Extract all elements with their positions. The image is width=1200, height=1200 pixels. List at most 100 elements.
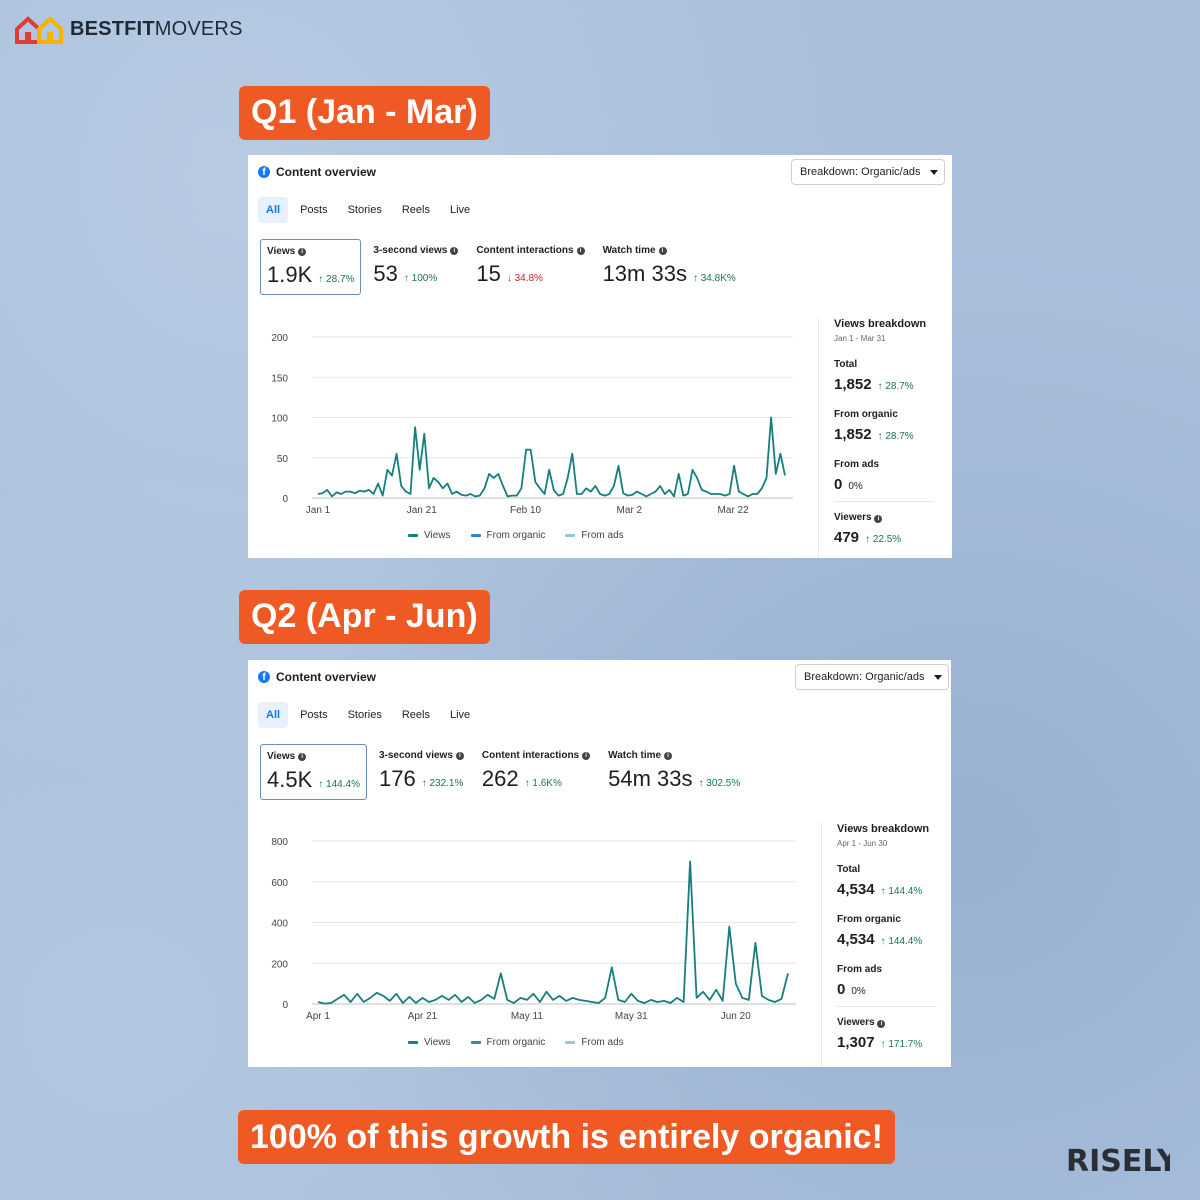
x-tick-label: Jan 1 bbox=[306, 505, 331, 516]
panel-header: f Content overview bbox=[258, 165, 376, 179]
tab-stories[interactable]: Stories bbox=[347, 204, 382, 216]
views-breakdown-sidebar: Views breakdown Apr 1 - Jun 30 Total 4,5… bbox=[821, 823, 951, 1067]
content-overview-panel-q2: f Content overview Breakdown: Organic/ad… bbox=[248, 660, 951, 1067]
metric-card-3-second-views[interactable]: 3-second views i 53 ↑ 100% bbox=[367, 239, 464, 295]
y-tick-label: 200 bbox=[271, 959, 288, 970]
tab-all[interactable]: All bbox=[258, 702, 289, 728]
y-tick-label: 100 bbox=[271, 414, 288, 425]
tab-reels[interactable]: Reels bbox=[401, 204, 430, 216]
legend-item-views[interactable]: Views bbox=[408, 530, 451, 541]
tab-posts[interactable]: Posts bbox=[300, 204, 328, 216]
breakdown-range: Apr 1 - Jun 30 bbox=[837, 839, 888, 848]
caret-down-icon bbox=[934, 674, 943, 680]
brand-logo: BESTFITMOVERS bbox=[14, 12, 243, 46]
content-tabs: All Posts Stories Reels Live bbox=[258, 197, 478, 223]
metric-value: 262 bbox=[481, 766, 519, 791]
house-logo-icon bbox=[15, 16, 63, 44]
chart-legend: Views From organic From ads bbox=[408, 530, 624, 541]
info-icon[interactable]: i bbox=[455, 751, 464, 760]
tab-reels[interactable]: Reels bbox=[401, 709, 430, 721]
breakdown-dropdown[interactable]: Breakdown: Organic/ads bbox=[791, 159, 945, 185]
metric-card-content-interactions[interactable]: Content interactions i 15 ↓ 34.8% bbox=[470, 239, 590, 295]
info-icon[interactable]: i bbox=[582, 751, 591, 760]
legend-swatch bbox=[565, 534, 576, 537]
metric-label: 3-second views bbox=[378, 750, 453, 761]
panel-title: Content overview bbox=[276, 165, 377, 179]
metric-value: 15 bbox=[476, 261, 501, 286]
legend-item-from-organic[interactable]: From organic bbox=[470, 1037, 545, 1048]
metric-delta: ↑ 232.1% bbox=[421, 778, 464, 789]
metric-delta: ↑ 28.7% bbox=[318, 274, 355, 285]
breakdown-range: Jan 1 - Mar 31 bbox=[834, 334, 886, 343]
metric-label: Content interactions bbox=[481, 750, 580, 761]
metric-value: 13m 33s bbox=[602, 261, 687, 286]
y-tick-label: 200 bbox=[271, 333, 288, 344]
info-icon[interactable]: i bbox=[298, 752, 307, 761]
metric-label: Watch time bbox=[602, 245, 656, 256]
divider bbox=[834, 501, 934, 502]
panel-title: Content overview bbox=[276, 670, 377, 684]
facebook-icon: f bbox=[258, 166, 270, 178]
metric-delta: ↑ 302.5% bbox=[698, 778, 741, 789]
metric-card-watch-time[interactable]: Watch time i 13m 33s ↑ 34.8K% bbox=[597, 239, 742, 295]
viewers-value-row: 1,307 ↑ 171.7% bbox=[837, 1034, 923, 1051]
breakdown-label: Breakdown: Organic/ads bbox=[804, 671, 925, 683]
x-tick-label: Mar 2 bbox=[617, 505, 643, 516]
info-icon[interactable]: i bbox=[298, 247, 307, 256]
total-value-row: 4,534 ↑ 144.4% bbox=[837, 881, 923, 898]
legend-swatch bbox=[565, 1041, 576, 1044]
total-label: Total bbox=[834, 359, 858, 370]
tab-posts[interactable]: Posts bbox=[300, 709, 328, 721]
organic-value-row: 4,534 ↑ 144.4% bbox=[837, 931, 923, 948]
series-line-views bbox=[317, 860, 789, 1005]
metric-cards: Views i 4.5K ↑ 144.4% 3-second views i 176 ↑… bbox=[260, 744, 752, 800]
metric-value: 4.5K bbox=[267, 767, 313, 792]
legend-item-views[interactable]: Views bbox=[408, 1037, 451, 1048]
legend-swatch bbox=[408, 1041, 418, 1044]
info-icon[interactable]: i bbox=[450, 246, 459, 255]
tab-live[interactable]: Live bbox=[449, 709, 471, 721]
metric-delta: ↑ 1.6K% bbox=[524, 778, 562, 789]
info-icon[interactable]: i bbox=[658, 246, 667, 255]
risely-text: RISELY bbox=[1066, 1144, 1170, 1176]
y-tick-label: 50 bbox=[277, 454, 289, 465]
total-value-row: 1,852 ↑ 28.7% bbox=[834, 376, 914, 393]
facebook-icon: f bbox=[258, 671, 270, 683]
tab-live[interactable]: Live bbox=[449, 204, 471, 216]
tab-all[interactable]: All bbox=[258, 197, 289, 223]
organic-label: From organic bbox=[834, 409, 898, 420]
metric-card-views[interactable]: Views i 1.9K ↑ 28.7% bbox=[260, 239, 362, 295]
caret-down-icon bbox=[930, 169, 939, 175]
info-icon[interactable]: i bbox=[576, 246, 585, 255]
breakdown-dropdown[interactable]: Breakdown: Organic/ads bbox=[795, 664, 949, 690]
info-icon[interactable]: i bbox=[664, 751, 673, 760]
x-tick-label: May 11 bbox=[511, 1011, 543, 1022]
views-line-chart: 0 50 100 150 200 Jan 1 Jan 21 Feb 10 Mar 2 Mar 22 bbox=[271, 333, 793, 516]
content-tabs: All Posts Stories Reels Live bbox=[258, 702, 478, 728]
legend-item-from-ads[interactable]: From ads bbox=[565, 1037, 624, 1048]
legend-swatch bbox=[470, 534, 481, 537]
metric-label: 3-second views bbox=[373, 245, 448, 256]
organic-value-row: 1,852 ↑ 28.7% bbox=[834, 426, 914, 443]
metric-card-3-second-views[interactable]: 3-second views i 176 ↑ 232.1% bbox=[373, 744, 470, 800]
panel-header: f Content overview bbox=[258, 670, 376, 684]
brand-name: BESTFITMOVERS bbox=[70, 17, 243, 40]
info-icon[interactable]: i bbox=[874, 515, 883, 523]
metric-card-content-interactions[interactable]: Content interactions i 262 ↑ 1.6K% bbox=[476, 744, 596, 800]
metric-card-views[interactable]: Views i 4.5K ↑ 144.4% bbox=[260, 744, 367, 800]
metric-value: 53 bbox=[373, 261, 398, 286]
x-tick-label: Apr 1 bbox=[306, 1011, 330, 1022]
legend-item-from-organic[interactable]: From organic bbox=[470, 530, 545, 541]
metric-delta: ↑ 100% bbox=[403, 273, 438, 284]
info-icon[interactable]: i bbox=[877, 1020, 886, 1028]
y-tick-label: 0 bbox=[282, 494, 288, 505]
legend-item-from-ads[interactable]: From ads bbox=[565, 530, 624, 541]
viewers-label: Viewers i bbox=[837, 1017, 951, 1028]
x-tick-label: Apr 21 bbox=[408, 1011, 438, 1022]
metric-delta: ↑ 34.8K% bbox=[692, 273, 736, 284]
tab-stories[interactable]: Stories bbox=[347, 709, 382, 721]
metric-delta: ↑ 144.4% bbox=[318, 779, 360, 790]
y-tick-label: 0 bbox=[282, 1000, 288, 1011]
y-tick-label: 150 bbox=[271, 373, 288, 384]
metric-card-watch-time[interactable]: Watch time i 54m 33s ↑ 302.5% bbox=[602, 744, 746, 800]
